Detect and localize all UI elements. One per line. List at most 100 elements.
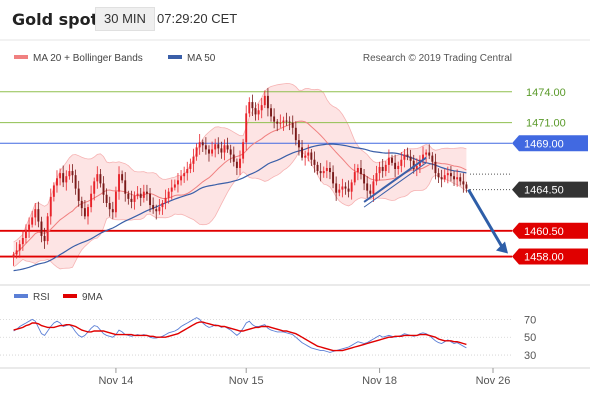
candle-body-86 (279, 122, 282, 124)
candle-body-32 (111, 209, 114, 213)
candle-body-123 (394, 162, 397, 169)
candle-body-139 (443, 175, 446, 180)
candle-body-18 (68, 171, 71, 177)
candle-body-127 (406, 154, 409, 157)
candle-body-108 (347, 188, 350, 192)
candle-body-140 (446, 173, 449, 176)
candle-body-118 (378, 166, 381, 174)
candle-body-141 (449, 173, 452, 177)
candle-body-35 (121, 174, 124, 181)
candle-body-80 (260, 105, 263, 111)
candle-body-115 (369, 190, 372, 194)
candle-body-114 (366, 183, 369, 191)
candle-body-44 (149, 193, 151, 206)
candle-body-94 (304, 155, 307, 158)
candle-body-107 (344, 186, 347, 189)
price-tag-text-5: 1458.00 (524, 252, 564, 264)
candle-body-10 (43, 235, 46, 242)
candle-body-34 (118, 174, 120, 192)
candle-body-132 (422, 154, 424, 160)
candle-body-36 (124, 180, 127, 194)
candle-body-52 (173, 184, 176, 188)
candle-body-109 (350, 182, 353, 192)
candle-body-59 (195, 147, 198, 157)
rsi-panel: 70 50 30 (0, 314, 536, 362)
candle-body-100 (322, 171, 325, 174)
rsi-tick-70: 70 (524, 314, 536, 326)
candle-body-56 (186, 169, 189, 174)
candle-body-28 (99, 174, 102, 184)
timeframe-button[interactable]: 30 MIN (95, 7, 155, 31)
price-tag-bg-5 (512, 248, 588, 265)
candle-body-27 (96, 174, 99, 182)
candle-body-5 (28, 224, 31, 230)
instrument-title: Gold spot (12, 10, 99, 29)
candle-body-25 (90, 193, 93, 208)
candle-body-95 (307, 152, 310, 156)
candle-body-120 (384, 164, 387, 172)
candle-body-54 (180, 176, 183, 181)
candle-body-65 (214, 144, 217, 150)
candle-body-71 (232, 154, 235, 162)
price-tag-4: 1460.50 (512, 222, 588, 239)
candle-body-129 (412, 160, 415, 169)
price-panel: 1474.00 1471.00 1469.00 1464.50 1460.50 1458.… (0, 83, 588, 272)
price-tag-text-2: 1469.00 (524, 138, 564, 150)
candle-body-130 (415, 165, 418, 169)
candle-body-136 (434, 161, 437, 174)
candle-body-103 (332, 172, 335, 184)
candle-body-22 (80, 200, 83, 209)
candle-body-75 (245, 113, 248, 143)
candle-body-38 (130, 198, 133, 202)
candle-body-50 (167, 191, 170, 198)
candle-body-4 (25, 229, 27, 239)
candle-body-69 (226, 145, 229, 150)
candle-body-144 (459, 177, 462, 182)
price-tag-bg-2 (512, 135, 588, 152)
candle-body-12 (49, 196, 52, 217)
candle-body-57 (189, 163, 192, 169)
candle-body-66 (217, 144, 220, 149)
x-axis: Nov 14 Nov 15 Nov 18 Nov 26 (98, 368, 510, 387)
candle-body-47 (158, 207, 161, 212)
candle-body-58 (192, 156, 195, 164)
candle-body-2 (18, 244, 21, 251)
candle-body-15 (59, 173, 62, 179)
candle-body-11 (46, 216, 49, 242)
candle-body-93 (301, 147, 303, 158)
candle-body-145 (462, 181, 465, 185)
candle-body-67 (220, 148, 223, 153)
candle-body-92 (297, 140, 300, 148)
candle-body-70 (229, 149, 232, 155)
candle-body-126 (403, 154, 406, 160)
timestamp: 07:29:20 CET (157, 11, 238, 26)
candle-body-134 (428, 152, 431, 156)
candle-body-17 (65, 176, 68, 183)
price-label-0: 1474.00 (526, 87, 566, 99)
candle-body-76 (248, 102, 251, 114)
candle-body-60 (198, 142, 201, 148)
candle-body-42 (142, 191, 145, 198)
candle-body-116 (372, 181, 375, 194)
candle-body-33 (114, 191, 117, 213)
candle-body-0 (12, 254, 15, 258)
candle-body-51 (170, 187, 173, 192)
candle-body-39 (133, 195, 136, 202)
candle-body-23 (83, 208, 86, 217)
candle-body-83 (270, 108, 272, 117)
candle-body-84 (273, 116, 276, 122)
candle-body-19 (71, 171, 74, 176)
candle-body-125 (400, 159, 403, 166)
candle-body-85 (276, 121, 279, 124)
price-tag-3: 1464.50 (512, 181, 588, 198)
candle-body-53 (177, 180, 179, 185)
candle-body-117 (375, 173, 378, 182)
candle-body-133 (425, 152, 428, 155)
candle-body-62 (204, 145, 207, 150)
candle-body-30 (105, 194, 108, 203)
candle-body-46 (155, 209, 158, 212)
candle-body-61 (201, 142, 204, 146)
attribution: Research © 2019 Trading Central (363, 53, 512, 64)
rsi-ma-line (13, 321, 467, 352)
